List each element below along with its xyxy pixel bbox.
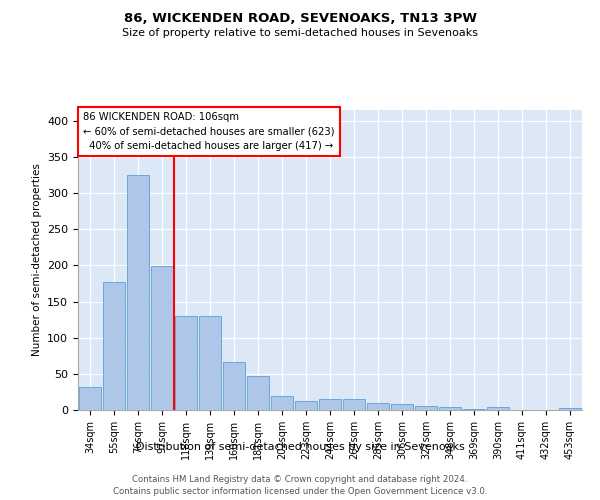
Bar xyxy=(271,396,293,410)
Bar xyxy=(223,362,245,410)
Text: 86, WICKENDEN ROAD, SEVENOAKS, TN13 3PW: 86, WICKENDEN ROAD, SEVENOAKS, TN13 3PW xyxy=(124,12,476,26)
Bar xyxy=(175,316,197,410)
Bar xyxy=(367,404,389,410)
Y-axis label: Number of semi-detached properties: Number of semi-detached properties xyxy=(32,164,41,356)
Bar xyxy=(295,402,317,410)
Text: Distribution of semi-detached houses by size in Sevenoaks: Distribution of semi-detached houses by … xyxy=(136,442,464,452)
Bar xyxy=(391,404,413,410)
Bar xyxy=(319,399,341,410)
Bar xyxy=(79,387,101,410)
Bar xyxy=(103,282,125,410)
Text: Contains public sector information licensed under the Open Government Licence v3: Contains public sector information licen… xyxy=(113,488,487,496)
Text: Size of property relative to semi-detached houses in Sevenoaks: Size of property relative to semi-detach… xyxy=(122,28,478,38)
Bar xyxy=(415,406,437,410)
Text: Contains HM Land Registry data © Crown copyright and database right 2024.: Contains HM Land Registry data © Crown c… xyxy=(132,475,468,484)
Bar xyxy=(127,175,149,410)
Text: 86 WICKENDEN ROAD: 106sqm
← 60% of semi-detached houses are smaller (623)
  40% : 86 WICKENDEN ROAD: 106sqm ← 60% of semi-… xyxy=(83,112,335,151)
Bar xyxy=(439,407,461,410)
Bar xyxy=(343,399,365,410)
Bar xyxy=(487,407,509,410)
Bar xyxy=(559,408,581,410)
Bar xyxy=(199,316,221,410)
Bar xyxy=(151,266,173,410)
Bar xyxy=(247,376,269,410)
